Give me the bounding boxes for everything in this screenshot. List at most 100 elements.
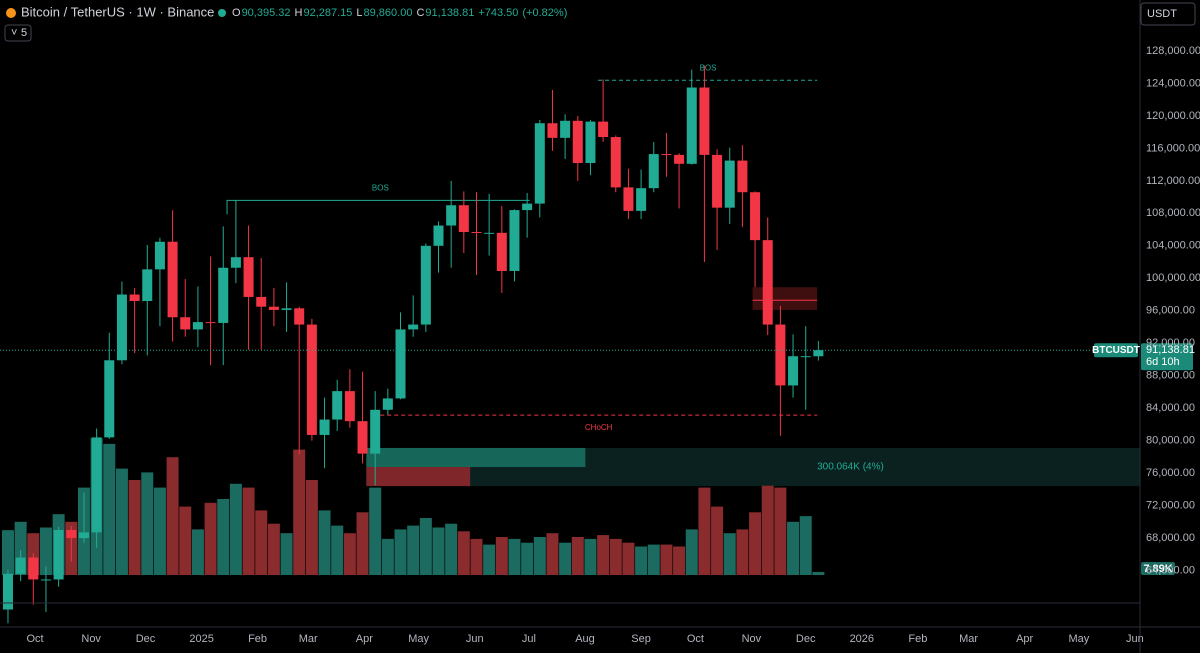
volume-bar <box>141 472 154 575</box>
candle-body <box>40 579 51 581</box>
currency-label: USDT <box>1147 8 1177 20</box>
x-tick-label: May <box>408 633 429 645</box>
candle-body <box>585 121 596 164</box>
y-tick-label: 84,000.00 <box>1146 402 1195 414</box>
y-tick-label: 100,000.00 <box>1146 272 1200 284</box>
candle-body <box>167 241 178 318</box>
candle-body <box>433 225 444 246</box>
volume-bar <box>305 480 318 575</box>
candle-body <box>534 123 545 204</box>
volume-bar <box>521 542 534 575</box>
ohlc-value: 89,860.00 <box>364 7 413 19</box>
candle-body <box>91 437 102 533</box>
ohlc-tag: L <box>356 7 362 19</box>
currency-select[interactable] <box>1140 2 1196 26</box>
candle-body <box>2 573 13 610</box>
candle-body <box>496 232 507 271</box>
volume-bar <box>761 485 774 575</box>
indicator-toggle[interactable] <box>4 24 32 42</box>
volume-bar <box>179 506 192 575</box>
x-tick-label: Oct <box>687 633 704 645</box>
candle-body <box>382 398 393 410</box>
volume-bar <box>229 483 242 575</box>
candle-body <box>560 120 571 138</box>
candle-body <box>192 322 203 330</box>
volume-bar <box>166 457 179 575</box>
volume-bar <box>787 521 800 575</box>
candle-body <box>471 232 482 234</box>
last-price-label: 91,138.81 <box>1146 344 1195 356</box>
candle-body <box>750 192 761 241</box>
candle-body <box>686 87 697 164</box>
y-tick-label: 64,000.00 <box>1146 564 1195 576</box>
ohlc-legend: O 90,395.32 H 92,287.15 L 89,860.00 C 91,138.81… <box>232 7 567 19</box>
volume-bar <box>774 487 787 575</box>
candle-body <box>332 391 343 420</box>
candle-body <box>598 121 609 138</box>
volume-bar <box>749 512 762 575</box>
volume-bar <box>343 533 356 575</box>
y-tick-label: 104,000.00 <box>1146 240 1200 252</box>
candle-body <box>294 308 305 325</box>
bos-label: BOS <box>372 183 389 192</box>
ohlc-value: 91,138.81 <box>425 7 474 19</box>
candle-body <box>53 529 64 580</box>
candle-body <box>762 240 773 325</box>
x-tick-label: 2025 <box>189 633 213 645</box>
candle-body <box>408 324 419 330</box>
volume-bar <box>698 487 711 575</box>
y-tick-label: 124,000.00 <box>1146 77 1200 89</box>
volume-last-label: 7.89K <box>1143 563 1172 575</box>
candle-body <box>572 120 583 164</box>
y-tick-label: 108,000.00 <box>1146 207 1200 219</box>
volume-badge <box>1141 562 1175 575</box>
x-tick-label: Aug <box>575 633 595 645</box>
x-tick-label: May <box>1068 633 1089 645</box>
volume-bar <box>483 544 496 575</box>
volume-bar <box>457 531 470 575</box>
x-tick-label: Dec <box>796 633 816 645</box>
candle-body <box>28 557 39 580</box>
x-tick-label: 2026 <box>850 633 874 645</box>
candle-body <box>268 306 279 310</box>
volume-bar <box>685 529 698 575</box>
candle-body <box>15 557 26 574</box>
candle-body <box>129 294 140 302</box>
x-tick-label: Jul <box>522 633 536 645</box>
volume-bar <box>635 546 648 575</box>
y-tick-label: 120,000.00 <box>1146 110 1200 122</box>
y-tick-label: 92,000.00 <box>1146 337 1195 349</box>
volume-bar <box>533 537 546 575</box>
y-tick-label: 68,000.00 <box>1146 532 1195 544</box>
volume-profile-down <box>366 467 471 487</box>
candle-body <box>306 324 317 435</box>
volume-profile-up <box>366 447 586 468</box>
ohlc-tag: C <box>416 7 424 19</box>
candle-body <box>712 154 723 208</box>
candle-body <box>180 317 191 330</box>
candle-body <box>104 360 115 438</box>
y-tick-label: 72,000.00 <box>1146 499 1195 511</box>
candle-body <box>205 322 216 324</box>
x-tick-label: Feb <box>248 633 267 645</box>
x-tick-label: Apr <box>356 633 373 645</box>
ohlc-value: 90,395.32 <box>242 7 291 19</box>
candle-body <box>623 187 634 211</box>
candle-body <box>458 205 469 233</box>
candle-body <box>484 232 495 234</box>
choch-label: CHoCH <box>585 423 613 432</box>
candle-body <box>66 529 77 539</box>
candle-body <box>610 137 621 188</box>
x-tick-label: Jun <box>1126 633 1144 645</box>
bos-label: BOS <box>700 63 717 72</box>
volume-bar <box>812 572 825 575</box>
symbol-icon <box>6 8 16 18</box>
x-tick-label: Nov <box>81 633 101 645</box>
volume-bar <box>673 546 686 575</box>
candle-body <box>319 419 330 435</box>
y-tick-label: 128,000.00 <box>1146 45 1200 57</box>
candle-body <box>522 203 533 211</box>
candle-body <box>142 269 153 302</box>
y-tick-label: 88,000.00 <box>1146 370 1195 382</box>
